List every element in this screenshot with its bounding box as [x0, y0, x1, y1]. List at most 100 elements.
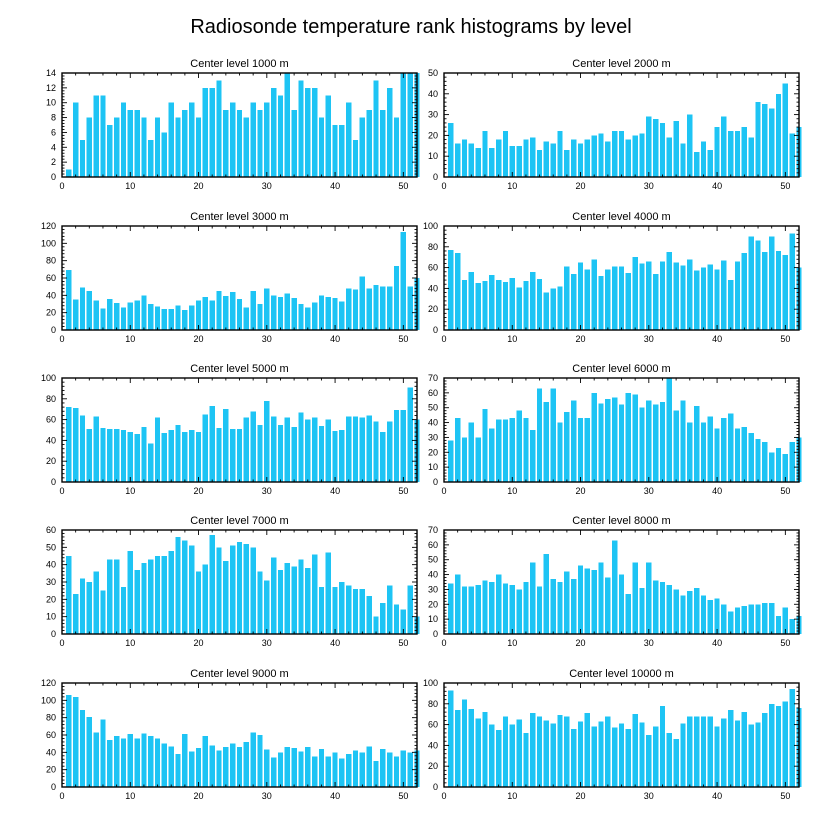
- histogram-bar: [502, 716, 509, 787]
- histogram-bar: [598, 133, 604, 177]
- histogram-bar: [489, 428, 495, 482]
- x-tick-label: 40: [330, 638, 340, 648]
- histogram-bar: [168, 430, 174, 482]
- histogram-bar: [659, 122, 666, 177]
- y-tick-label: 10: [46, 98, 56, 108]
- histogram-bar: [209, 87, 215, 177]
- histogram-bar: [734, 261, 741, 330]
- histogram-bar: [400, 750, 407, 787]
- x-tick-label: 10: [507, 791, 517, 801]
- histogram-bar: [230, 291, 236, 330]
- x-tick-label: 20: [194, 638, 204, 648]
- histogram-bar: [134, 300, 140, 330]
- histogram-bar: [557, 715, 563, 787]
- histogram-bar: [591, 570, 597, 634]
- y-tick-label: 70: [428, 373, 438, 383]
- histogram-bar: [400, 73, 407, 177]
- histogram-panel: Center level 1000 m 0 10 20 30 40 50 0 2 4 6 8 10 12 1…: [46, 58, 420, 191]
- histogram-bar: [714, 598, 720, 634]
- histogram-bar: [277, 95, 284, 177]
- histogram-bar: [530, 137, 536, 177]
- histogram-bar: [721, 418, 727, 482]
- histogram-bar: [182, 540, 188, 634]
- histogram-bar: [264, 580, 270, 634]
- x-tick-label: 30: [262, 334, 272, 344]
- y-tick-label: 0: [51, 325, 56, 335]
- histogram-bar: [693, 152, 700, 177]
- plot-frame: [443, 225, 800, 331]
- histogram-bar: [175, 117, 181, 177]
- histogram-bar: [100, 95, 106, 177]
- histogram-bar: [564, 716, 570, 787]
- panel-title: Center level 6000 m: [572, 363, 670, 375]
- histogram-bar: [366, 288, 372, 330]
- y-tick-label: 40: [428, 283, 438, 293]
- histogram-bar: [618, 131, 625, 177]
- histogram-bar: [509, 278, 515, 330]
- y-tick-label: 100: [41, 373, 56, 383]
- histogram-bar: [707, 149, 713, 177]
- histogram-bar: [577, 418, 584, 482]
- histogram-bar: [325, 552, 331, 634]
- histogram-bar: [407, 752, 413, 787]
- histogram-bar: [495, 574, 502, 634]
- panel-title: Center level 5000 m: [190, 363, 288, 375]
- histogram-bar: [550, 579, 556, 634]
- plot-frame: [61, 72, 418, 178]
- histogram-bar: [461, 280, 468, 330]
- x-tick-label: 50: [398, 791, 408, 801]
- histogram-bar: [489, 724, 495, 787]
- histogram-bar: [530, 271, 536, 330]
- histogram-bar: [543, 292, 550, 330]
- histogram-bar: [277, 297, 284, 330]
- histogram-bar: [72, 696, 79, 787]
- histogram-bar: [339, 125, 345, 177]
- y-tick-label: 20: [428, 304, 438, 314]
- histogram-bar: [721, 260, 727, 330]
- histogram-bar: [769, 108, 775, 177]
- histogram-bar: [502, 282, 509, 330]
- histogram-bar: [161, 556, 168, 634]
- histogram-bar: [748, 432, 754, 482]
- histogram-bar: [755, 240, 761, 330]
- histogram-bar: [148, 559, 154, 634]
- histogram-bar: [298, 559, 304, 634]
- x-tick-label: 10: [125, 638, 135, 648]
- histogram-bar: [612, 266, 618, 330]
- plot-frame: [443, 72, 800, 178]
- histogram-bar: [632, 135, 638, 177]
- histogram-bar: [700, 422, 707, 482]
- histogram-bar: [154, 556, 161, 634]
- y-tick-label: 0: [433, 629, 438, 639]
- histogram-bar: [509, 584, 515, 634]
- histogram-bar: [393, 117, 400, 177]
- histogram-bar: [639, 587, 645, 634]
- histogram-bar: [782, 701, 789, 787]
- histogram-bar: [154, 738, 161, 787]
- x-tick-label: 10: [125, 791, 135, 801]
- histogram-bar: [509, 145, 515, 177]
- histogram-bar: [564, 149, 570, 177]
- histogram-bar: [448, 583, 454, 634]
- histogram-bar: [769, 236, 775, 330]
- y-tick-label: 40: [428, 740, 438, 750]
- histogram-bar: [318, 587, 325, 634]
- y-tick-label: 20: [46, 308, 56, 318]
- histogram-bar: [564, 412, 570, 482]
- histogram-bar: [557, 286, 563, 330]
- histogram-bar: [407, 585, 413, 634]
- histogram-bar: [789, 689, 795, 787]
- histogram-bar: [134, 434, 140, 482]
- histogram-bar: [680, 143, 686, 177]
- histogram-bar: [687, 716, 693, 787]
- histogram-bar: [236, 747, 243, 787]
- histogram-bar: [230, 545, 236, 634]
- histogram-bar: [86, 117, 92, 177]
- y-tick-label: 60: [46, 525, 56, 535]
- histogram-bar: [243, 741, 249, 787]
- histogram-bar: [468, 709, 474, 787]
- x-tick-label: 30: [644, 638, 654, 648]
- histogram-bar: [571, 579, 577, 634]
- x-tick-label: 50: [398, 638, 408, 648]
